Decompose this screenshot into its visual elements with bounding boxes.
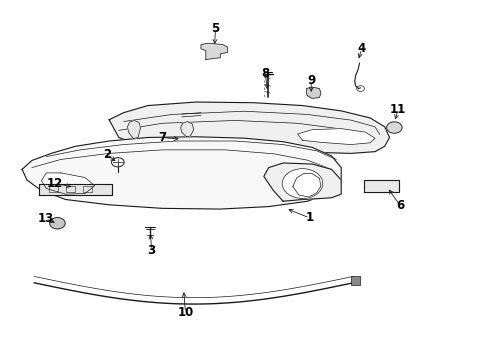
- Polygon shape: [306, 87, 320, 99]
- Polygon shape: [41, 173, 95, 194]
- Polygon shape: [201, 43, 227, 59]
- Text: 6: 6: [395, 199, 404, 212]
- Bar: [49, 186, 58, 192]
- Text: 7: 7: [158, 131, 166, 144]
- Polygon shape: [364, 180, 398, 192]
- Text: 2: 2: [102, 148, 111, 161]
- Text: 12: 12: [47, 177, 63, 190]
- Text: 9: 9: [306, 74, 315, 87]
- Bar: [350, 276, 359, 284]
- Polygon shape: [292, 174, 320, 197]
- Text: 3: 3: [147, 244, 155, 257]
- Polygon shape: [297, 129, 374, 145]
- Polygon shape: [127, 121, 140, 139]
- Text: 11: 11: [389, 103, 406, 116]
- Circle shape: [50, 217, 65, 229]
- Text: 5: 5: [211, 22, 219, 35]
- Bar: [82, 186, 92, 192]
- Polygon shape: [22, 137, 341, 209]
- Polygon shape: [39, 184, 111, 195]
- Polygon shape: [180, 122, 193, 137]
- Circle shape: [282, 168, 322, 198]
- Bar: [65, 186, 75, 192]
- Text: 4: 4: [357, 42, 365, 55]
- Text: 8: 8: [261, 67, 269, 80]
- Circle shape: [386, 122, 401, 133]
- Text: 13: 13: [38, 212, 54, 225]
- Polygon shape: [264, 163, 341, 201]
- Text: 1: 1: [305, 211, 313, 224]
- Text: 10: 10: [177, 306, 193, 319]
- Polygon shape: [109, 102, 389, 153]
